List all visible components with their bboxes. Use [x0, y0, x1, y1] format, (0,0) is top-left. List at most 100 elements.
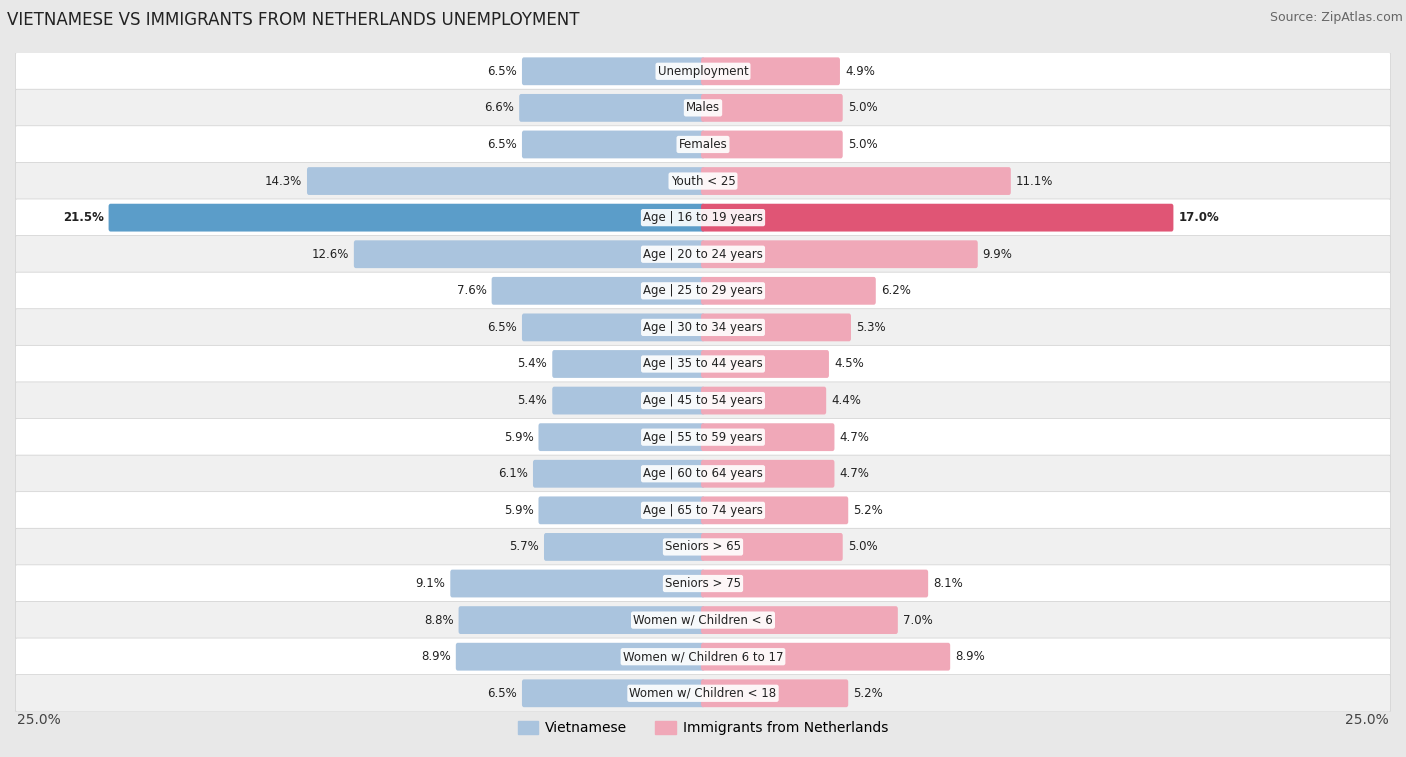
- FancyBboxPatch shape: [702, 387, 827, 415]
- Text: 6.2%: 6.2%: [880, 285, 911, 298]
- FancyBboxPatch shape: [15, 309, 1391, 346]
- FancyBboxPatch shape: [553, 387, 704, 415]
- FancyBboxPatch shape: [702, 423, 834, 451]
- Text: Women w/ Children 6 to 17: Women w/ Children 6 to 17: [623, 650, 783, 663]
- Text: Seniors > 75: Seniors > 75: [665, 577, 741, 590]
- Text: 25.0%: 25.0%: [17, 712, 60, 727]
- Text: 9.9%: 9.9%: [983, 248, 1012, 260]
- FancyBboxPatch shape: [15, 492, 1391, 529]
- FancyBboxPatch shape: [702, 569, 928, 597]
- FancyBboxPatch shape: [15, 89, 1391, 126]
- FancyBboxPatch shape: [15, 199, 1391, 236]
- Text: VIETNAMESE VS IMMIGRANTS FROM NETHERLANDS UNEMPLOYMENT: VIETNAMESE VS IMMIGRANTS FROM NETHERLAND…: [7, 11, 579, 30]
- FancyBboxPatch shape: [702, 643, 950, 671]
- Text: Age | 60 to 64 years: Age | 60 to 64 years: [643, 467, 763, 480]
- FancyBboxPatch shape: [456, 643, 704, 671]
- FancyBboxPatch shape: [702, 350, 830, 378]
- Text: 6.5%: 6.5%: [488, 65, 517, 78]
- Text: Age | 45 to 54 years: Age | 45 to 54 years: [643, 394, 763, 407]
- Text: 4.7%: 4.7%: [839, 467, 869, 480]
- Text: Males: Males: [686, 101, 720, 114]
- FancyBboxPatch shape: [702, 94, 842, 122]
- FancyBboxPatch shape: [15, 382, 1391, 419]
- Text: 6.6%: 6.6%: [484, 101, 515, 114]
- Text: 5.0%: 5.0%: [848, 138, 877, 151]
- Text: Age | 30 to 34 years: Age | 30 to 34 years: [643, 321, 763, 334]
- Text: 17.0%: 17.0%: [1178, 211, 1219, 224]
- Text: Age | 20 to 24 years: Age | 20 to 24 years: [643, 248, 763, 260]
- FancyBboxPatch shape: [702, 533, 842, 561]
- FancyBboxPatch shape: [538, 423, 704, 451]
- FancyBboxPatch shape: [15, 455, 1391, 492]
- Text: 5.2%: 5.2%: [853, 687, 883, 699]
- Text: Females: Females: [679, 138, 727, 151]
- Text: Women w/ Children < 18: Women w/ Children < 18: [630, 687, 776, 699]
- Text: 5.2%: 5.2%: [853, 504, 883, 517]
- Text: 8.8%: 8.8%: [425, 614, 454, 627]
- Text: 5.9%: 5.9%: [503, 431, 533, 444]
- Text: 5.4%: 5.4%: [517, 394, 547, 407]
- Text: Seniors > 65: Seniors > 65: [665, 540, 741, 553]
- Text: 5.0%: 5.0%: [848, 540, 877, 553]
- FancyBboxPatch shape: [15, 528, 1391, 565]
- Text: Source: ZipAtlas.com: Source: ZipAtlas.com: [1270, 11, 1403, 24]
- FancyBboxPatch shape: [702, 313, 851, 341]
- FancyBboxPatch shape: [538, 497, 704, 525]
- FancyBboxPatch shape: [15, 419, 1391, 456]
- FancyBboxPatch shape: [15, 273, 1391, 310]
- Text: 5.9%: 5.9%: [503, 504, 533, 517]
- FancyBboxPatch shape: [544, 533, 704, 561]
- FancyBboxPatch shape: [519, 94, 704, 122]
- FancyBboxPatch shape: [702, 204, 1174, 232]
- FancyBboxPatch shape: [450, 569, 704, 597]
- FancyBboxPatch shape: [492, 277, 704, 305]
- Text: 4.4%: 4.4%: [831, 394, 860, 407]
- Text: Age | 35 to 44 years: Age | 35 to 44 years: [643, 357, 763, 370]
- FancyBboxPatch shape: [522, 130, 704, 158]
- FancyBboxPatch shape: [15, 235, 1391, 273]
- FancyBboxPatch shape: [702, 679, 848, 707]
- Text: Youth < 25: Youth < 25: [671, 175, 735, 188]
- Text: Age | 65 to 74 years: Age | 65 to 74 years: [643, 504, 763, 517]
- FancyBboxPatch shape: [15, 163, 1391, 200]
- Text: 14.3%: 14.3%: [264, 175, 302, 188]
- Text: 8.9%: 8.9%: [422, 650, 451, 663]
- FancyBboxPatch shape: [15, 126, 1391, 163]
- Text: 5.3%: 5.3%: [856, 321, 886, 334]
- Text: Unemployment: Unemployment: [658, 65, 748, 78]
- Text: 6.1%: 6.1%: [498, 467, 529, 480]
- Text: 5.4%: 5.4%: [517, 357, 547, 370]
- Text: 5.7%: 5.7%: [509, 540, 538, 553]
- FancyBboxPatch shape: [15, 345, 1391, 382]
- FancyBboxPatch shape: [702, 497, 848, 525]
- Text: Age | 16 to 19 years: Age | 16 to 19 years: [643, 211, 763, 224]
- Text: 25.0%: 25.0%: [1346, 712, 1389, 727]
- FancyBboxPatch shape: [15, 638, 1391, 675]
- FancyBboxPatch shape: [522, 679, 704, 707]
- Text: Women w/ Children < 6: Women w/ Children < 6: [633, 614, 773, 627]
- Text: 7.0%: 7.0%: [903, 614, 932, 627]
- Text: 7.6%: 7.6%: [457, 285, 486, 298]
- Text: 4.9%: 4.9%: [845, 65, 875, 78]
- FancyBboxPatch shape: [702, 240, 977, 268]
- Text: 4.5%: 4.5%: [834, 357, 863, 370]
- FancyBboxPatch shape: [702, 130, 842, 158]
- Legend: Vietnamese, Immigrants from Netherlands: Vietnamese, Immigrants from Netherlands: [512, 716, 894, 741]
- Text: 6.5%: 6.5%: [488, 138, 517, 151]
- Text: 9.1%: 9.1%: [415, 577, 446, 590]
- Text: 21.5%: 21.5%: [63, 211, 104, 224]
- Text: 11.1%: 11.1%: [1015, 175, 1053, 188]
- Text: 12.6%: 12.6%: [312, 248, 349, 260]
- FancyBboxPatch shape: [108, 204, 704, 232]
- Text: 8.1%: 8.1%: [934, 577, 963, 590]
- Text: Age | 25 to 29 years: Age | 25 to 29 years: [643, 285, 763, 298]
- FancyBboxPatch shape: [354, 240, 704, 268]
- FancyBboxPatch shape: [702, 606, 898, 634]
- FancyBboxPatch shape: [522, 58, 704, 86]
- FancyBboxPatch shape: [15, 565, 1391, 602]
- Text: 5.0%: 5.0%: [848, 101, 877, 114]
- FancyBboxPatch shape: [522, 313, 704, 341]
- FancyBboxPatch shape: [702, 58, 839, 86]
- FancyBboxPatch shape: [458, 606, 704, 634]
- Text: Age | 55 to 59 years: Age | 55 to 59 years: [643, 431, 763, 444]
